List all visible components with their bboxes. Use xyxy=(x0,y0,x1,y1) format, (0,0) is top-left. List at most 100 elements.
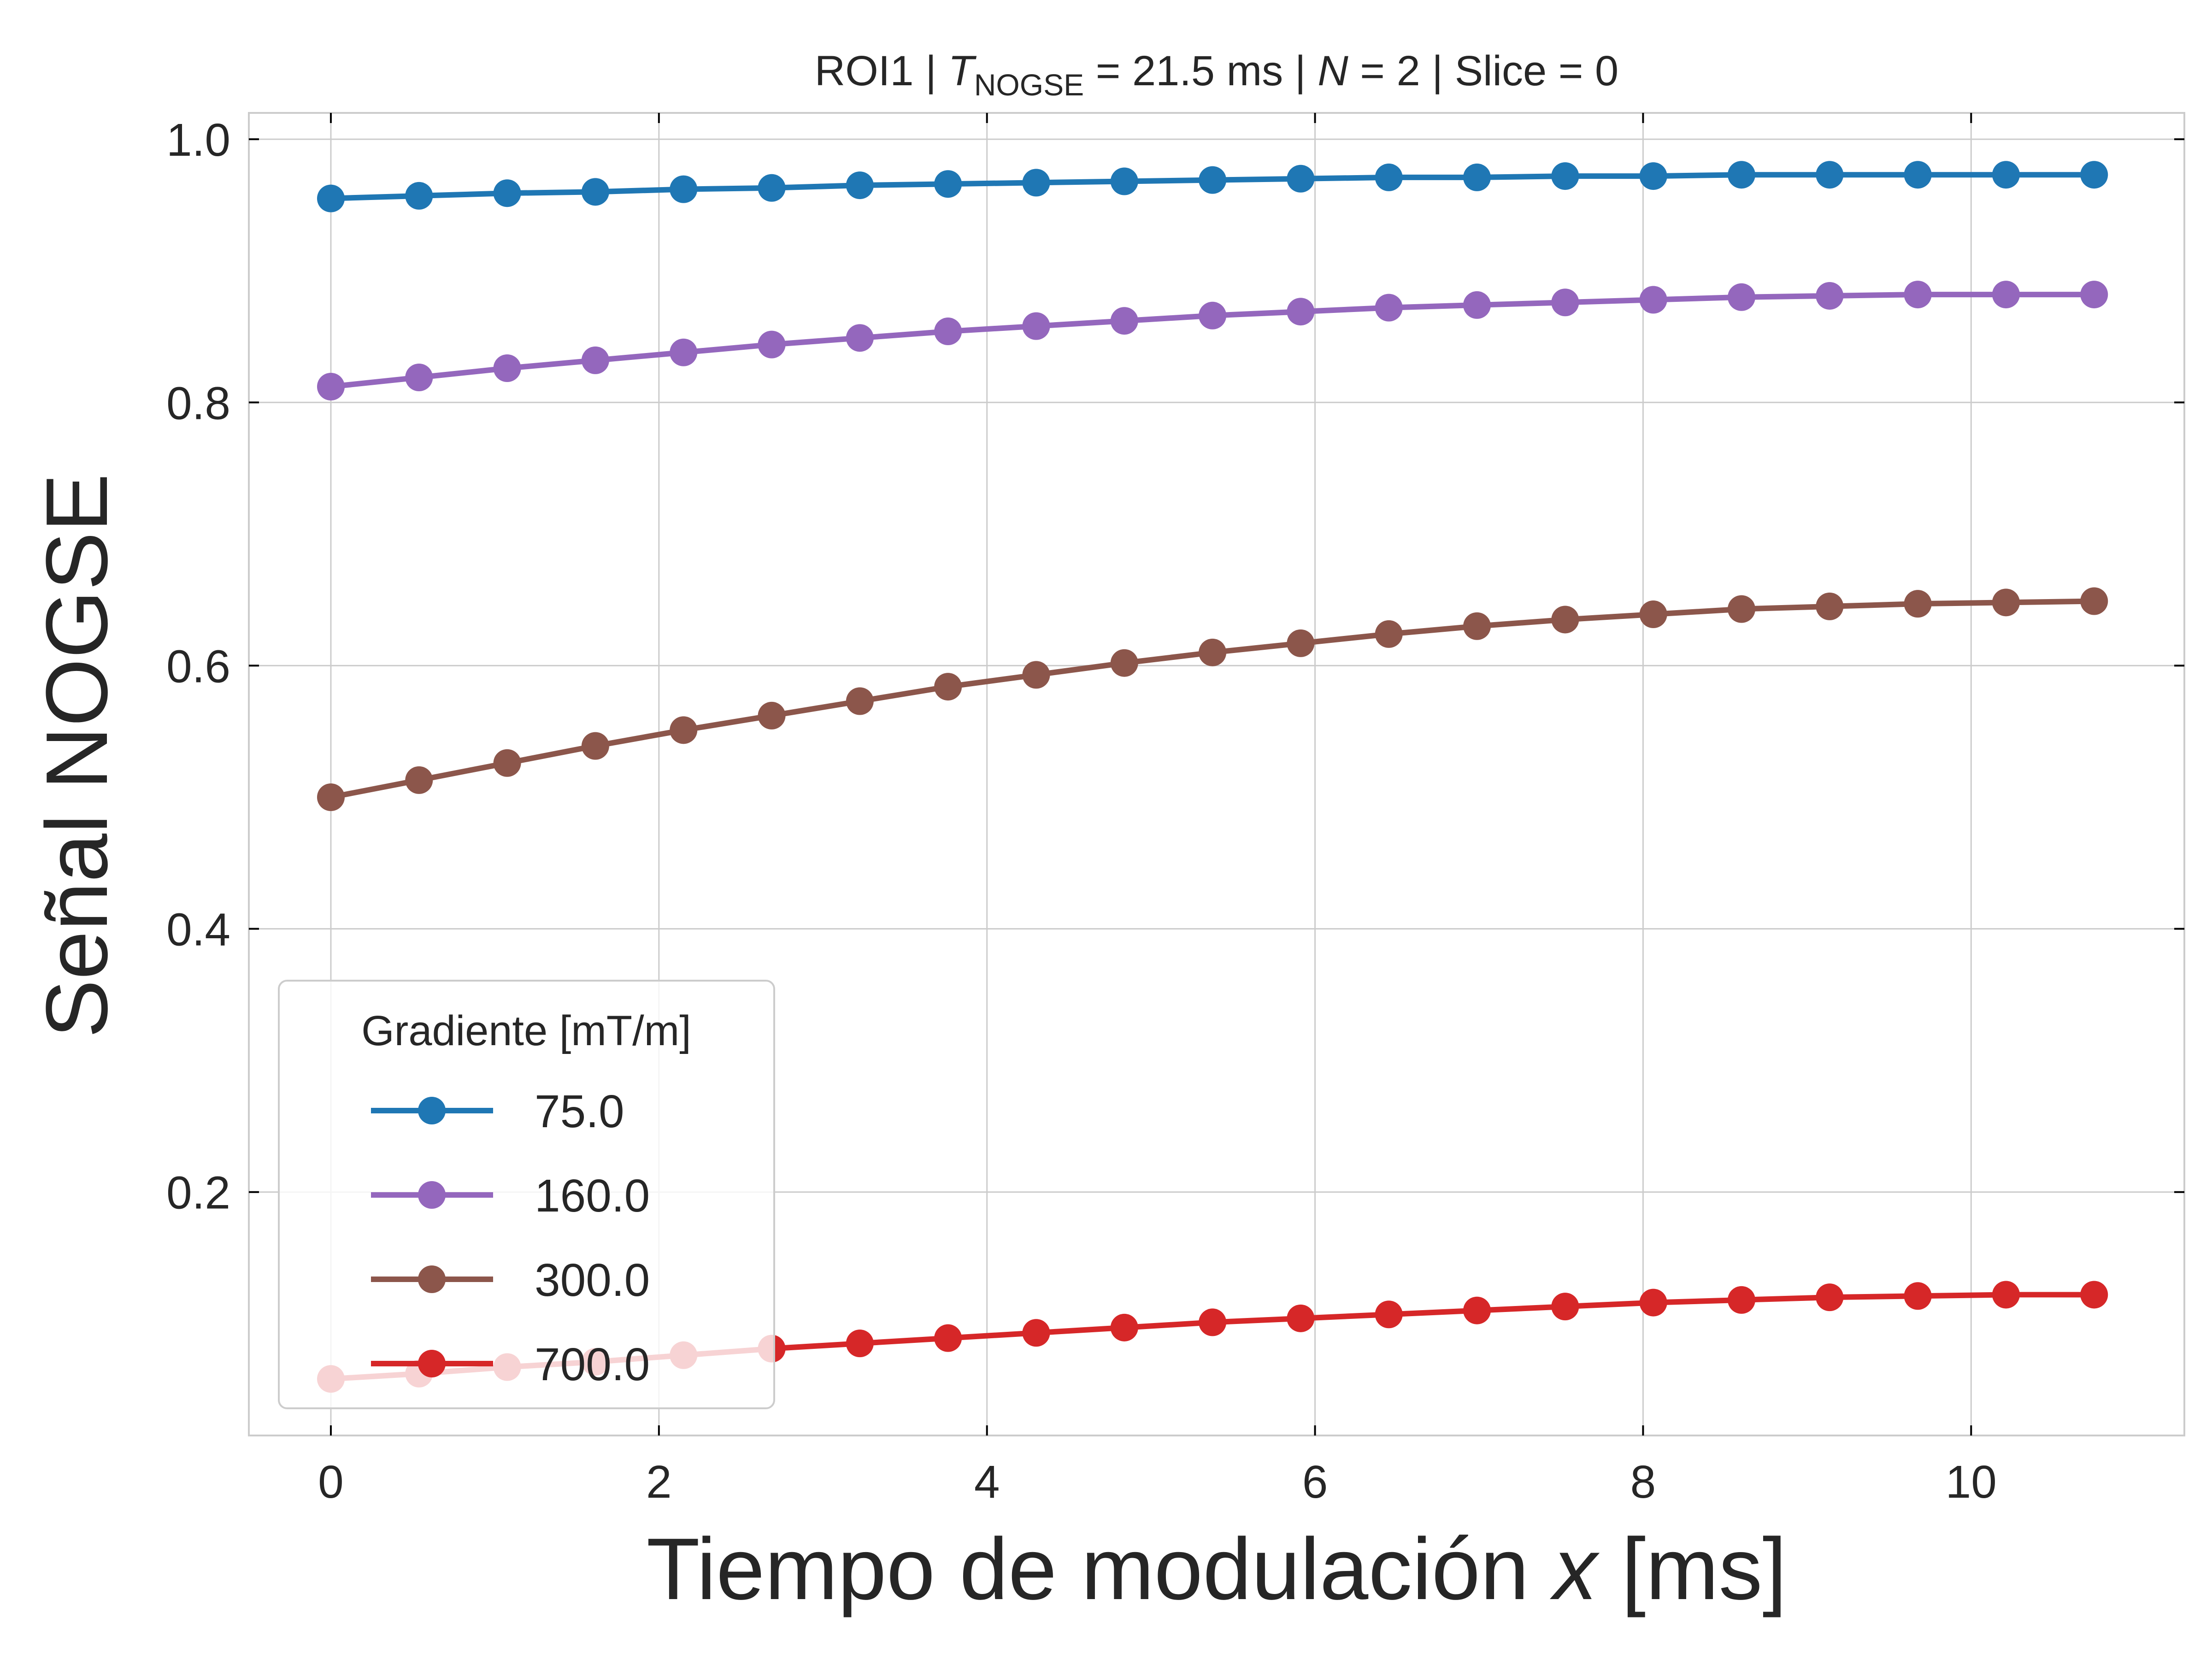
data-point-160-0 xyxy=(758,330,786,359)
data-point-700-0 xyxy=(1816,1283,1844,1312)
data-point-160-0 xyxy=(670,338,698,366)
data-point-700-0 xyxy=(1727,1286,1755,1314)
data-point-700-0 xyxy=(1463,1296,1491,1324)
data-point-300-0 xyxy=(1816,592,1844,620)
data-point-75-0 xyxy=(1639,162,1667,190)
legend-label: 300.0 xyxy=(535,1254,650,1306)
data-point-160-0 xyxy=(317,372,345,400)
data-point-75-0 xyxy=(2080,161,2108,189)
data-point-300-0 xyxy=(493,749,521,777)
data-point-160-0 xyxy=(1727,283,1755,311)
y-tick-label: 0.8 xyxy=(166,377,230,429)
y-tick-label: 1.0 xyxy=(166,114,230,166)
data-point-75-0 xyxy=(493,179,521,207)
data-point-160-0 xyxy=(1287,298,1315,326)
legend-marker xyxy=(418,1265,446,1293)
data-point-75-0 xyxy=(1375,163,1403,191)
data-point-700-0 xyxy=(1375,1300,1403,1329)
data-point-75-0 xyxy=(846,171,874,200)
data-point-160-0 xyxy=(1992,281,2020,309)
y-axis-label: Señal NOGSE xyxy=(28,474,126,1038)
data-point-160-0 xyxy=(405,364,433,391)
data-point-160-0 xyxy=(846,324,874,352)
data-point-700-0 xyxy=(1639,1288,1667,1317)
data-point-160-0 xyxy=(1639,286,1667,314)
data-point-75-0 xyxy=(1904,161,1932,189)
data-point-75-0 xyxy=(317,184,345,212)
data-point-300-0 xyxy=(670,716,698,744)
x-tick-label: 10 xyxy=(1946,1456,1997,1508)
legend-label: 700.0 xyxy=(535,1339,650,1390)
y-tick-label: 0.4 xyxy=(166,904,230,956)
tick-labels: 0 2 4 6 8 10 0.2 0.4 0.6 0.8 1.0 xyxy=(166,114,1997,1508)
data-point-160-0 xyxy=(493,354,521,382)
y-tick-label: 0.2 xyxy=(166,1167,230,1219)
data-point-75-0 xyxy=(1110,167,1138,195)
data-point-300-0 xyxy=(1904,590,1932,618)
x-tick-label: 2 xyxy=(646,1456,672,1508)
data-point-160-0 xyxy=(1904,281,1932,309)
data-point-700-0 xyxy=(1992,1281,2020,1309)
data-point-75-0 xyxy=(1022,169,1050,197)
data-point-160-0 xyxy=(2080,281,2108,309)
data-point-300-0 xyxy=(1551,606,1579,634)
data-point-75-0 xyxy=(934,170,962,198)
data-point-300-0 xyxy=(1639,600,1667,629)
x-tick-label: 4 xyxy=(974,1456,1000,1508)
legend-marker xyxy=(418,1181,446,1209)
data-point-300-0 xyxy=(1375,620,1403,648)
data-point-75-0 xyxy=(670,175,698,203)
data-point-700-0 xyxy=(1904,1282,1932,1310)
data-point-700-0 xyxy=(2080,1281,2108,1309)
legend-entry: 300.0 xyxy=(371,1254,650,1306)
y-tick-label: 0.6 xyxy=(166,641,230,692)
data-point-700-0 xyxy=(1199,1308,1227,1336)
data-point-75-0 xyxy=(581,178,609,206)
legend-entry: 700.0 xyxy=(371,1339,650,1390)
data-point-700-0 xyxy=(934,1324,962,1352)
legend-marker xyxy=(418,1097,446,1124)
data-point-700-0 xyxy=(1287,1304,1315,1332)
data-point-300-0 xyxy=(581,732,609,760)
data-point-160-0 xyxy=(1022,312,1050,340)
axis-ticks xyxy=(249,113,2184,1435)
data-point-300-0 xyxy=(1727,595,1755,623)
data-point-300-0 xyxy=(1463,612,1491,640)
data-point-700-0 xyxy=(1551,1293,1579,1321)
legend-box xyxy=(278,980,775,1409)
legend-label: 160.0 xyxy=(535,1170,650,1222)
data-point-300-0 xyxy=(934,673,962,701)
data-point-75-0 xyxy=(1463,163,1491,191)
data-point-300-0 xyxy=(1992,588,2020,617)
legend-label: 75.0 xyxy=(535,1086,624,1137)
data-point-300-0 xyxy=(758,701,786,729)
chart-title: ROI1 | TNOGSE = 21.5 ms | N = 2 | Slice … xyxy=(815,47,1618,102)
data-point-700-0 xyxy=(846,1330,874,1358)
data-point-160-0 xyxy=(1110,307,1138,335)
series-75-0 xyxy=(317,161,2108,212)
series-300-0 xyxy=(317,587,2108,811)
x-tick-label: 6 xyxy=(1302,1456,1328,1508)
data-point-75-0 xyxy=(1992,161,2020,189)
x-tick-label: 0 xyxy=(318,1456,344,1508)
data-point-300-0 xyxy=(846,687,874,715)
data-point-75-0 xyxy=(405,182,433,210)
data-point-160-0 xyxy=(1199,301,1227,329)
data-point-160-0 xyxy=(934,318,962,346)
data-point-700-0 xyxy=(1022,1319,1050,1347)
data-point-160-0 xyxy=(1375,294,1403,322)
data-point-160-0 xyxy=(1463,291,1491,319)
series-line-300-0 xyxy=(330,598,2094,800)
data-point-300-0 xyxy=(317,783,345,811)
data-point-300-0 xyxy=(2080,587,2108,615)
data-point-75-0 xyxy=(758,174,786,202)
data-point-300-0 xyxy=(1287,629,1315,657)
data-point-160-0 xyxy=(1816,282,1844,310)
plot-frame xyxy=(248,112,2185,1436)
data-point-75-0 xyxy=(1816,161,1844,189)
data-point-75-0 xyxy=(1287,165,1315,193)
data-point-75-0 xyxy=(1727,161,1755,189)
data-point-160-0 xyxy=(581,346,609,374)
legend: Gradiente [mT/m] 75.0 160.0 300.0 700.0 xyxy=(278,980,775,1409)
